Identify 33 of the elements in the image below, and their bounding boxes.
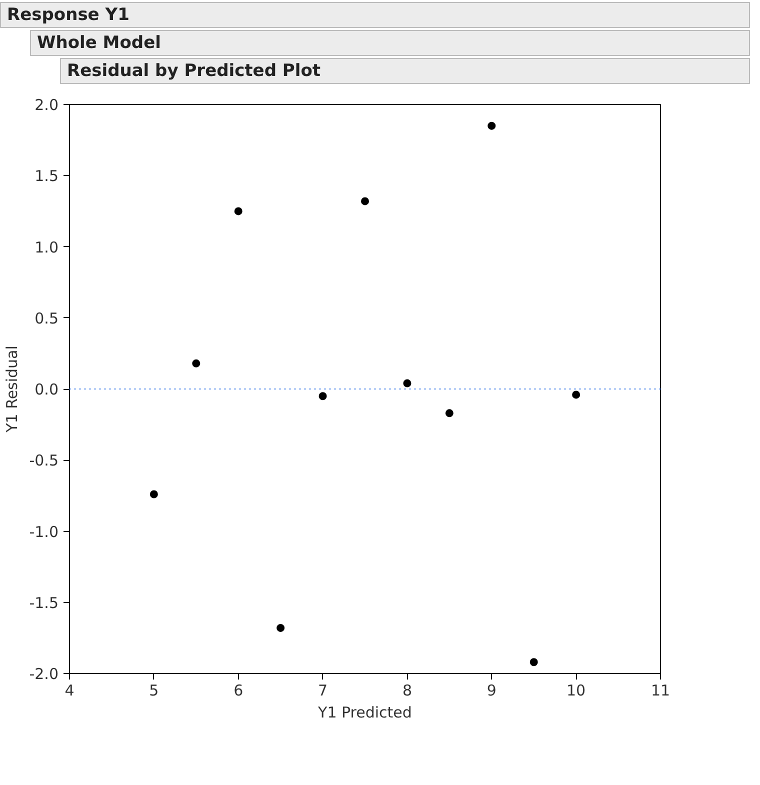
point: [318, 392, 327, 400]
point: [445, 409, 454, 418]
x-tick-label: 11: [650, 682, 670, 700]
y-tick-label: 2.0: [34, 96, 59, 114]
point: [488, 122, 496, 130]
y-tick-label: -1.5: [29, 594, 59, 612]
chart-title: Response Y1: [7, 4, 130, 27]
point: [361, 197, 369, 206]
x-tick-label: 4: [64, 682, 74, 700]
y-tick-label: 1.0: [34, 238, 59, 256]
y-tick-label: -0.5: [29, 452, 59, 470]
text: Residual by Predicted Plot: [67, 60, 321, 83]
y-tick-label: 0.0: [34, 380, 59, 398]
y-tick-label: 1.5: [34, 167, 59, 186]
chart-subtitle: Whole Model: [37, 32, 161, 55]
x-tick-label: 7: [318, 682, 328, 700]
x-tick-label: 10: [566, 682, 586, 700]
x-tick-label: 6: [234, 682, 244, 700]
x-tick-label: 5: [149, 682, 159, 700]
point: [150, 490, 158, 498]
point: [572, 390, 580, 399]
point: [403, 379, 412, 388]
point: [234, 207, 242, 216]
x-tick-label: 9: [486, 682, 496, 700]
x-tick-label: 8: [402, 682, 412, 700]
y-tick-label: -1.0: [29, 522, 59, 541]
x-axis-title: Y1 Predicted: [317, 704, 412, 722]
y-tick-label: 0.5: [34, 309, 59, 328]
point: [192, 359, 200, 368]
point: [276, 624, 285, 632]
point: [530, 658, 538, 666]
y-tick-label: -2.0: [29, 665, 59, 683]
y-axis-title: Y1 Residual: [3, 346, 22, 434]
